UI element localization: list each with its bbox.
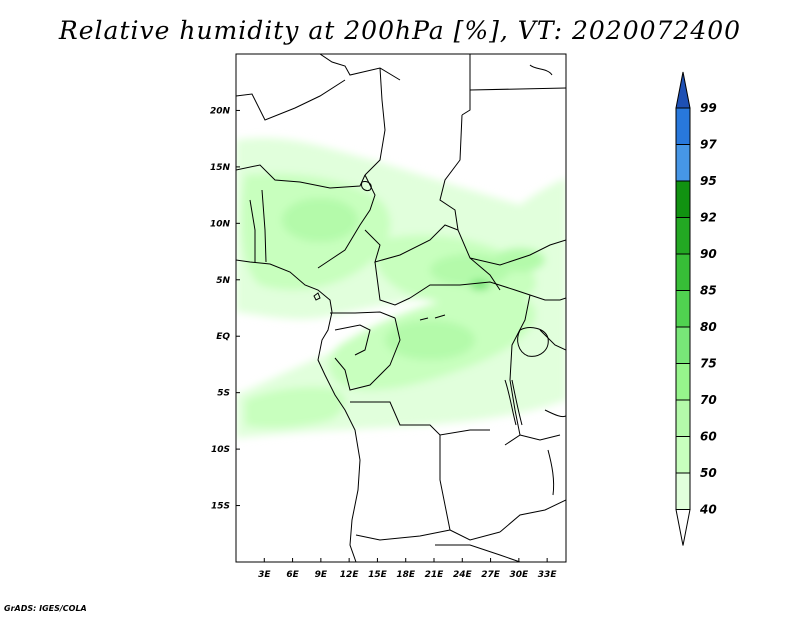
border-angola-zambia	[439, 435, 501, 541]
humidity-core-sw	[245, 387, 345, 428]
lat-tick-label: 15N	[210, 163, 231, 173]
border-cameroon-car	[374, 261, 411, 306]
lat-tick-label: 5S	[217, 389, 230, 399]
colorbar-swatch	[675, 399, 691, 437]
border-libya-chad	[364, 67, 386, 176]
border-south	[435, 544, 521, 562]
colorbar-swatch	[675, 326, 691, 364]
border-niger-nigeria	[236, 164, 366, 189]
humidity-peak-2	[430, 254, 510, 286]
chart-title: Relative humidity at 200hPa [%], VT: 202…	[58, 16, 742, 45]
credit-text: GrADS: IGES/COLA	[4, 604, 87, 613]
lat-tick-label: 15S	[211, 502, 230, 512]
lon-tick-label: 9E	[315, 570, 328, 580]
colorbar-label: 75	[700, 357, 717, 371]
border-gabon-congo	[334, 324, 371, 356]
border-namibia	[355, 529, 451, 541]
latitude-axis: 20N 15N 10N 5N EQ 5S 10S 15S	[210, 106, 240, 512]
humidity-shading	[236, 138, 566, 438]
river-nile	[529, 64, 553, 76]
lon-tick-label: 24E	[453, 570, 473, 580]
border-sudan-egypt	[469, 87, 566, 91]
lat-tick-label: 10N	[210, 219, 231, 229]
border-tanzania	[519, 434, 561, 441]
colorbar-swatch	[675, 290, 691, 328]
colorbar-label: 80	[700, 320, 717, 334]
border-chad-sudan	[439, 114, 463, 231]
colorbar-label: 99	[700, 101, 717, 115]
colorbar-label: 95	[700, 174, 717, 188]
lon-tick-label: 21E	[425, 570, 445, 580]
colorbar: 99 97 95 92 90 85 80 75 70 60 50 40	[675, 71, 717, 546]
colorbar-label: 85	[700, 284, 717, 298]
lake-victoria	[517, 327, 549, 357]
colorbar-swatch	[675, 253, 691, 291]
colorbar-label: 92	[700, 211, 717, 225]
border-nigeria-cameroon	[317, 174, 376, 269]
humidity-peak-5	[470, 280, 490, 290]
colorbar-swatch	[675, 107, 691, 145]
border-libya-egypt	[461, 54, 471, 116]
country-borders	[236, 54, 566, 562]
lon-tick-label: 33E	[538, 570, 558, 580]
border-uganda-kenya	[529, 294, 566, 301]
lon-tick-label: 3E	[258, 570, 271, 580]
lon-tick-label: 6E	[286, 570, 299, 580]
border-east-africa	[539, 329, 566, 351]
lake-tanganyika	[504, 379, 523, 426]
lat-tick-label: 5N	[216, 276, 230, 286]
colorbar-label: 50	[700, 466, 717, 480]
border-algeria-niger	[236, 79, 346, 121]
border-sudan-southsudan	[469, 239, 566, 266]
colorbar-label: 97	[700, 138, 717, 152]
longitude-axis: 3E 6E 9E 12E 15E 18E 21E 24E 27E 30E 33E	[258, 558, 557, 580]
colorbar-swatch	[675, 144, 691, 182]
lake-malawi	[547, 449, 555, 496]
lon-tick-label: 30E	[510, 570, 530, 580]
lat-tick-label: 10S	[211, 445, 230, 455]
colorbar-label: 90	[700, 247, 717, 261]
colorbar-label: 60	[700, 430, 717, 444]
border-car-chad	[364, 224, 501, 291]
colorbar-top-arrow	[675, 71, 691, 109]
border-benin-nigeria	[261, 189, 267, 263]
humidity-peak-3	[385, 320, 475, 360]
colorbar-swatch	[675, 180, 691, 218]
bioko-island	[313, 292, 321, 301]
lake-chad	[361, 181, 372, 191]
humidity-peak-1	[282, 198, 358, 242]
map-frame	[235, 53, 567, 563]
border-togo	[249, 199, 256, 262]
lon-tick-label: 27E	[481, 570, 501, 580]
border-congo	[334, 317, 401, 391]
border-car-drc	[409, 281, 531, 299]
lon-tick-label: 12E	[340, 570, 360, 580]
colorbar-swatch	[675, 472, 691, 510]
lon-tick-label: 18E	[396, 570, 416, 580]
lat-tick-label: EQ	[216, 332, 230, 342]
colorbar-label: 70	[700, 393, 717, 407]
border-libya-niger	[319, 54, 401, 81]
lat-tick-label: 20N	[210, 106, 231, 116]
congo-river-marks	[419, 314, 446, 321]
lon-tick-label: 15E	[368, 570, 388, 580]
colorbar-swatch	[675, 217, 691, 255]
coastline-northeast	[544, 409, 566, 418]
colorbar-swatch	[675, 363, 691, 401]
coastline-gabon-angola	[317, 311, 361, 562]
colorbar-swatch	[675, 436, 691, 474]
border-zambia-zimbabwe	[499, 499, 566, 533]
border-drc-angola	[350, 401, 490, 436]
coastline-west-africa	[236, 259, 333, 313]
colorbar-label: 40	[699, 503, 717, 517]
colorbar-bottom-arrow	[675, 509, 691, 546]
border-cameroon-gabon	[330, 311, 396, 319]
